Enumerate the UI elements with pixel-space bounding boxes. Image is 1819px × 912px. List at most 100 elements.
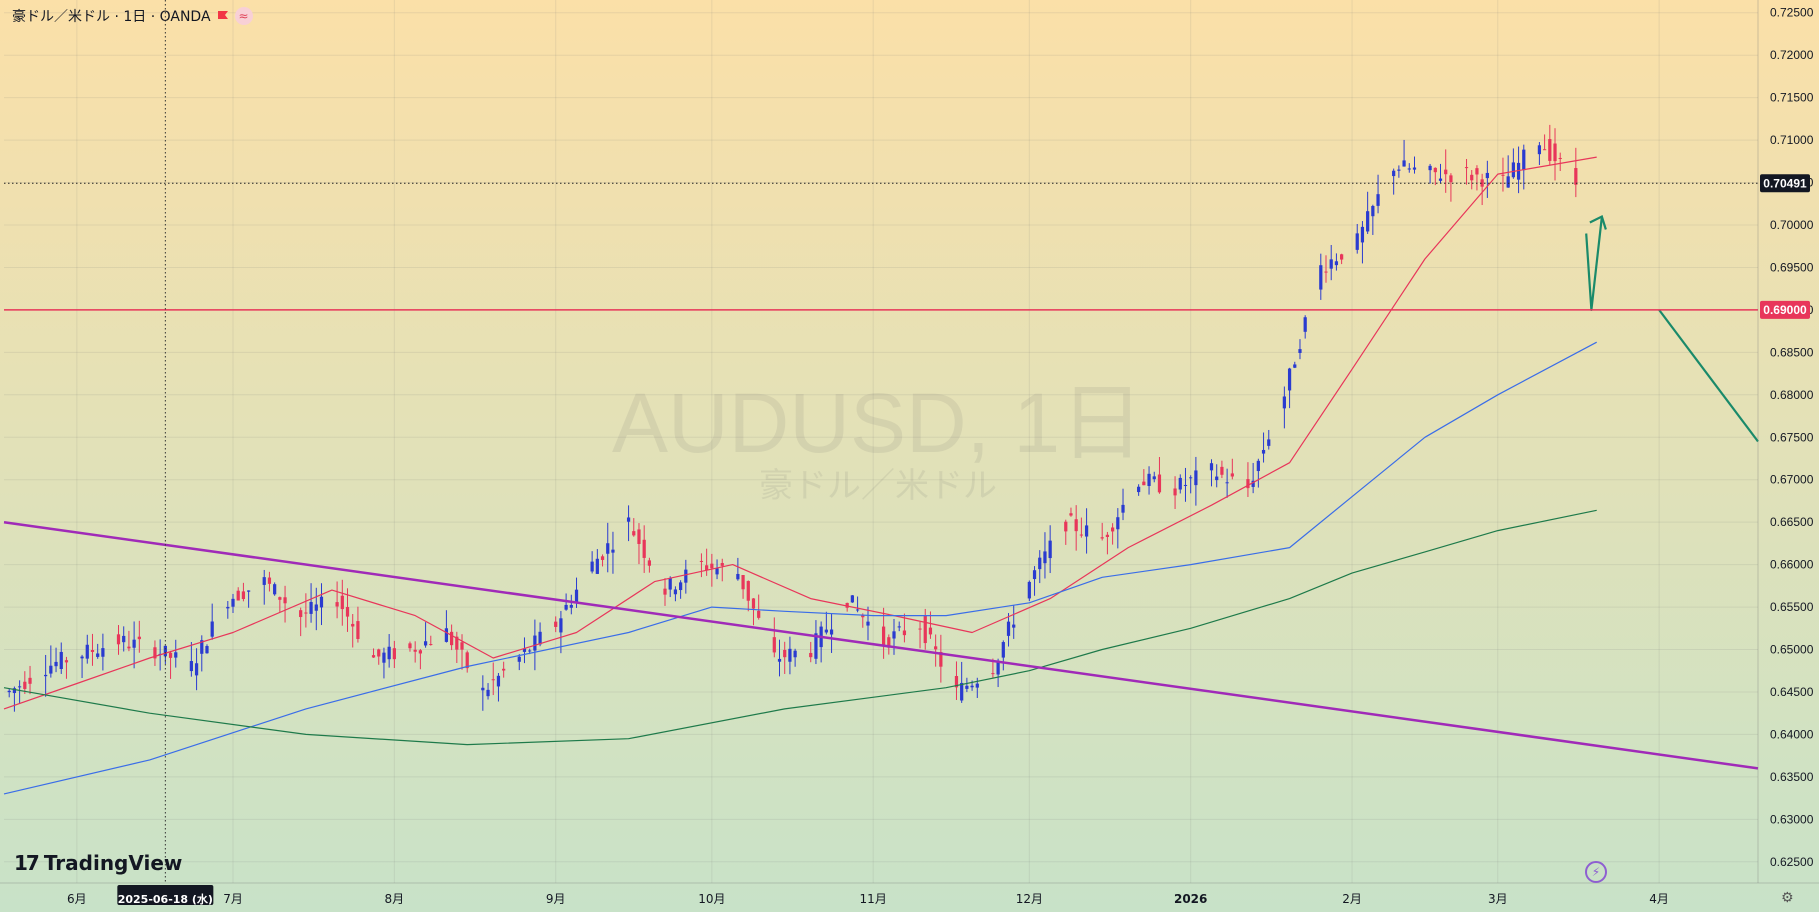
candle-body: [1506, 176, 1510, 188]
candle: [793, 648, 797, 667]
candle: [746, 580, 750, 612]
candle-body: [647, 560, 652, 566]
candle-body: [309, 601, 313, 614]
candle-body: [564, 604, 568, 610]
time-tick-label: 2026: [1174, 892, 1207, 906]
symbol-description[interactable]: 豪ドル／米ドル · 1日 · OANDA: [12, 9, 211, 25]
level-tag: [1760, 300, 1810, 319]
candle: [861, 613, 865, 628]
candle-body: [637, 529, 641, 544]
candle: [824, 611, 828, 635]
candle: [1355, 223, 1359, 254]
candle-body: [1230, 473, 1234, 477]
candle: [231, 593, 235, 613]
candle-body: [554, 621, 558, 627]
candle-body: [1298, 349, 1302, 353]
candle-body: [1048, 540, 1052, 559]
candle: [538, 622, 542, 647]
candle-body: [465, 652, 469, 669]
candle-body: [174, 652, 178, 658]
candle: [1402, 139, 1406, 167]
price-tick-label: 0.71000: [1770, 133, 1814, 147]
candle: [1100, 522, 1104, 541]
candle: [1558, 152, 1562, 171]
candle-body: [273, 584, 277, 595]
candle: [699, 553, 704, 578]
candle-body: [137, 636, 141, 640]
candle-body: [1511, 162, 1515, 178]
candle-body: [897, 626, 901, 628]
candle: [101, 633, 105, 671]
candle: [881, 607, 886, 659]
price-tick-label: 0.72000: [1770, 48, 1814, 62]
candle: [705, 548, 709, 576]
candle-body: [1516, 162, 1521, 180]
wave-icon[interactable]: ≈: [234, 7, 253, 25]
candle: [1105, 531, 1110, 555]
candle-body: [1407, 168, 1411, 170]
candle-body: [28, 677, 32, 684]
candle: [1319, 253, 1323, 300]
flag-icon[interactable]: [217, 10, 229, 22]
candle-body: [1043, 551, 1047, 564]
candle: [356, 606, 360, 643]
candle-body: [314, 604, 318, 611]
candle-body: [116, 634, 121, 645]
candle: [1215, 464, 1219, 488]
candle-body: [168, 652, 173, 658]
price-tick-label: 0.62500: [1770, 855, 1814, 869]
candle-body: [1220, 466, 1224, 475]
candle-body: [783, 649, 787, 658]
candle-body: [715, 568, 719, 575]
candle-body: [226, 606, 230, 609]
candle-body: [1147, 473, 1151, 487]
candle: [1475, 165, 1479, 191]
candle-body: [1438, 178, 1443, 181]
candle-body: [1001, 642, 1005, 658]
candle: [720, 558, 724, 582]
candle: [1397, 165, 1401, 178]
candle-body: [18, 686, 22, 688]
candle: [522, 637, 527, 664]
candle-body: [960, 682, 964, 701]
candle-body: [887, 637, 891, 648]
candle: [340, 579, 344, 626]
candle-body: [7, 690, 11, 693]
lightning-icon[interactable]: ⚡: [1585, 861, 1607, 883]
tradingview-logo[interactable]: 17 TradingView: [14, 851, 182, 875]
gear-icon[interactable]: ⚙: [1781, 890, 1794, 906]
candle: [59, 642, 63, 674]
candle-body: [569, 604, 573, 608]
candle: [1001, 640, 1005, 671]
current-price-tag: [1760, 174, 1810, 193]
candle-body: [611, 549, 615, 553]
candle-body: [392, 648, 396, 660]
candle: [663, 578, 667, 606]
candle-body: [1006, 621, 1011, 636]
candle-body: [1537, 145, 1542, 155]
price-tick-label: 0.66500: [1770, 515, 1814, 529]
candle: [1032, 566, 1037, 596]
symbol-legend[interactable]: 豪ドル／米ドル · 1日 · OANDA ≈: [12, 6, 253, 26]
candle-body: [1548, 139, 1552, 161]
candle-body: [1334, 261, 1339, 266]
candle-body: [684, 569, 688, 583]
candle: [1293, 361, 1297, 369]
candle-body: [673, 589, 678, 595]
candle-body: [1261, 449, 1266, 454]
candle-body: [80, 656, 84, 659]
candle: [1267, 429, 1271, 450]
candle-body: [194, 663, 199, 676]
candle: [866, 606, 870, 641]
candle: [1334, 253, 1339, 271]
candle-body: [772, 637, 776, 653]
candle: [1438, 163, 1443, 184]
candle: [392, 640, 396, 669]
candle-body: [632, 531, 636, 536]
candle-body: [1366, 211, 1370, 232]
candle: [127, 630, 131, 652]
candle: [642, 525, 646, 573]
